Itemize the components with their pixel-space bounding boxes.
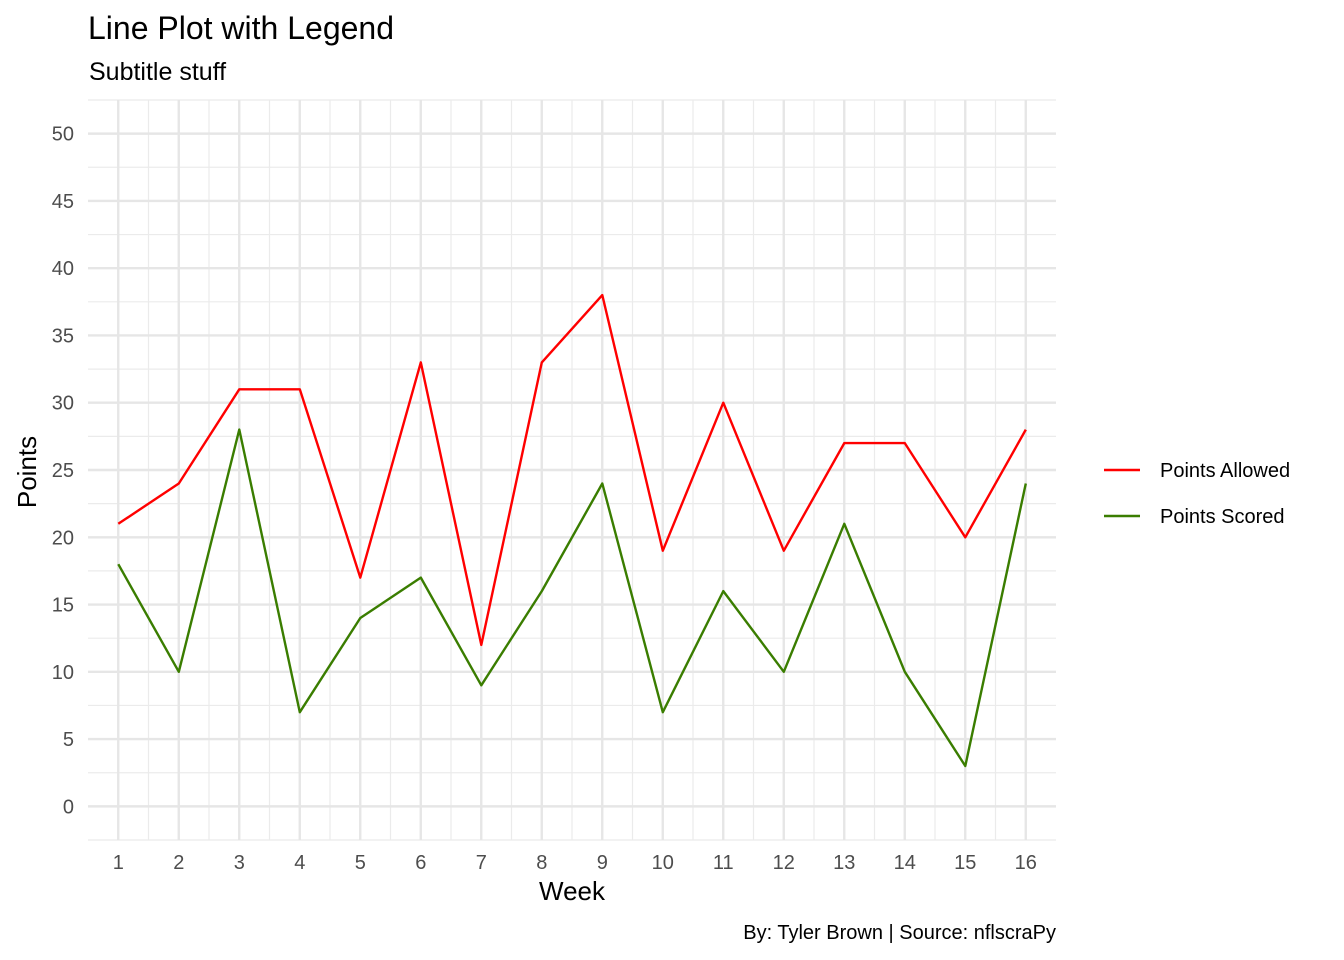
x-tick-label: 1 xyxy=(113,852,124,874)
y-tick-label: 45 xyxy=(52,191,74,213)
legend-item-points-allowed: Points Allowed xyxy=(1104,460,1290,482)
x-tick-label: 3 xyxy=(234,852,245,874)
legend-label: Points Scored xyxy=(1160,506,1285,528)
x-tick-labels: 1 2 3 4 5 6 7 8 9 10 11 12 13 14 15 16 xyxy=(113,852,1037,874)
y-tick-label: 15 xyxy=(52,595,74,617)
x-tick-label: 9 xyxy=(597,852,608,874)
y-tick-label: 40 xyxy=(52,258,74,280)
x-tick-label: 4 xyxy=(294,852,305,874)
x-axis-title: Week xyxy=(539,876,606,906)
y-tick-label: 25 xyxy=(52,460,74,482)
y-tick-label: 50 xyxy=(52,124,74,146)
y-axis-title: Points xyxy=(12,436,42,508)
x-tick-label: 2 xyxy=(173,852,184,874)
x-tick-label: 7 xyxy=(476,852,487,874)
series-lines xyxy=(117,293,1027,768)
y-tick-label: 5 xyxy=(63,729,74,751)
x-tick-label: 11 xyxy=(713,852,734,874)
legend-item-points-scored: Points Scored xyxy=(1104,506,1285,528)
y-tick-label: 30 xyxy=(52,393,74,415)
chart-title: Line Plot with Legend xyxy=(88,10,394,46)
legend: Points Allowed Points Scored xyxy=(1104,460,1290,528)
x-tick-label: 5 xyxy=(355,852,366,874)
legend-label: Points Allowed xyxy=(1160,460,1290,482)
x-tick-label: 14 xyxy=(894,852,916,874)
x-tick-label: 13 xyxy=(833,852,855,874)
y-tick-label: 20 xyxy=(52,527,74,549)
y-tick-label: 10 xyxy=(52,662,74,684)
x-tick-label: 16 xyxy=(1015,852,1037,874)
x-tick-label: 6 xyxy=(415,852,426,874)
chart-caption: By: Tyler Brown | Source: nflscraPy xyxy=(743,922,1056,944)
y-tick-labels: 0 5 10 15 20 25 30 35 40 45 50 xyxy=(52,124,74,819)
series-line-points-scored xyxy=(117,428,1027,768)
x-tick-label: 10 xyxy=(652,852,674,874)
x-tick-label: 8 xyxy=(536,852,547,874)
chart-subtitle: Subtitle stuff xyxy=(89,58,227,86)
x-tick-label: 12 xyxy=(773,852,795,874)
x-tick-label: 15 xyxy=(954,852,976,874)
series-line-points-allowed xyxy=(117,293,1027,647)
grid-major xyxy=(88,100,1056,840)
y-tick-label: 0 xyxy=(63,796,74,818)
y-tick-label: 35 xyxy=(52,325,74,347)
